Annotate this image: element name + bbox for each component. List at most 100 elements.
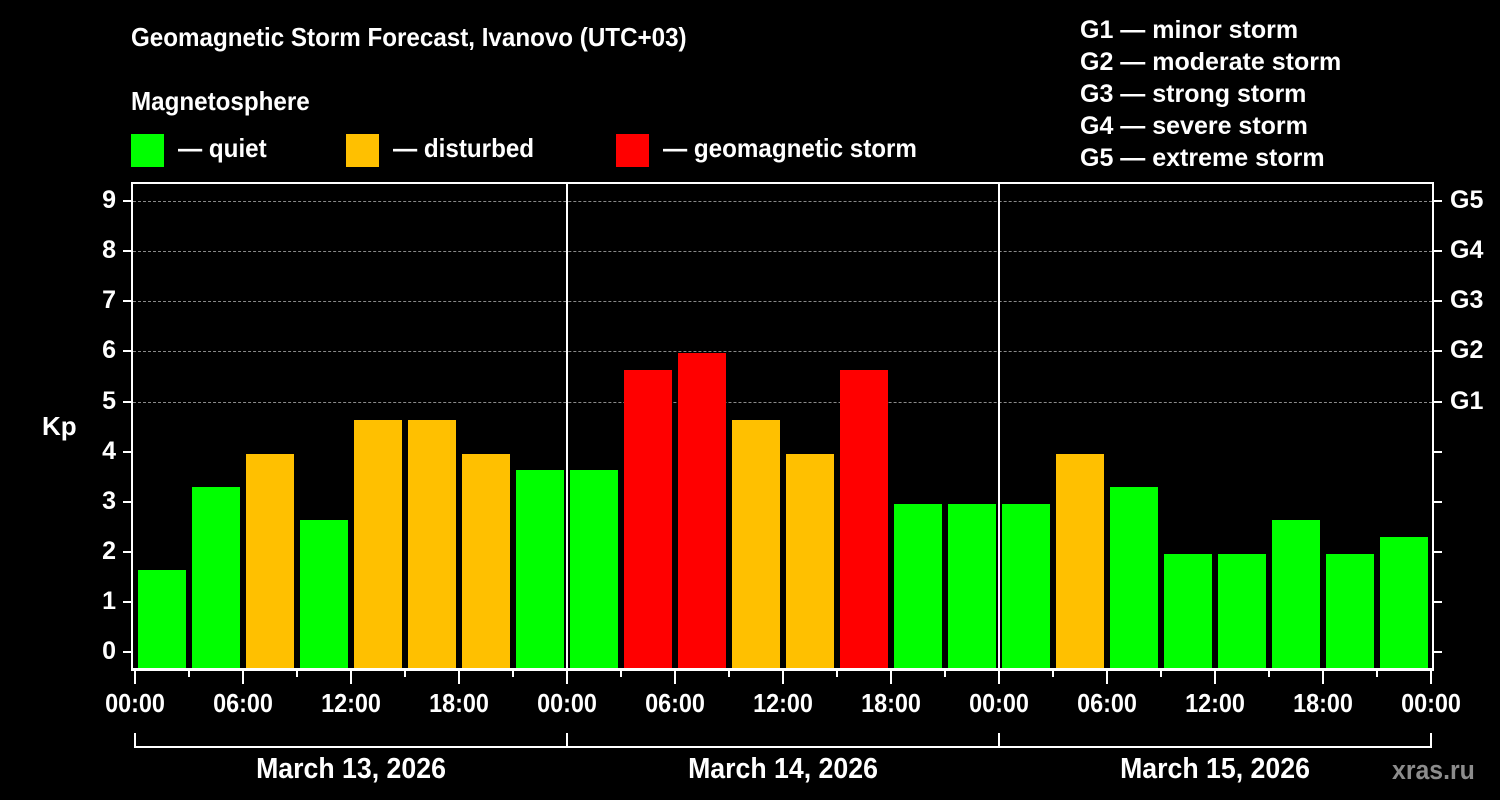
y-tick [123, 651, 131, 653]
g-legend-item: G2 — moderate storm [1080, 48, 1342, 76]
x-tick-minor [1376, 669, 1378, 677]
y-tick-label: 4 [102, 436, 116, 465]
x-tick-minor [404, 669, 406, 677]
kp-bar [192, 487, 240, 668]
y-tick [123, 450, 131, 453]
y-tick-label: 3 [102, 486, 116, 515]
plot-area [131, 182, 1434, 671]
y-tick [123, 250, 131, 253]
gridline [133, 201, 1432, 203]
y-tick-right [1434, 250, 1442, 253]
kp-bar [408, 420, 456, 668]
g-legend-item: G3 — strong storm [1080, 80, 1307, 108]
date-label: March 14, 2026 [688, 753, 878, 785]
g-tick-label: G5 [1450, 186, 1484, 215]
kp-bar [138, 570, 186, 668]
kp-bar [300, 520, 348, 668]
x-tick-major [1322, 669, 1324, 684]
gridline [133, 351, 1432, 353]
kp-bar [570, 470, 618, 668]
x-tick-label: 00:00 [1401, 688, 1461, 718]
legend-swatch-storm [616, 134, 649, 167]
x-tick-label: 06:00 [213, 688, 273, 718]
y-tick-right [1434, 200, 1442, 203]
g-tick-label: G2 [1450, 336, 1484, 365]
y-tick-right [1434, 500, 1442, 503]
chart-subtitle: Magnetosphere [131, 86, 310, 116]
y-tick [123, 550, 131, 553]
kp-bar [354, 420, 402, 668]
x-tick-minor [1268, 669, 1270, 677]
x-tick-label: 00:00 [105, 688, 165, 718]
x-tick-minor [1052, 669, 1054, 677]
kp-bar [786, 453, 834, 668]
y-tick-right [1434, 350, 1442, 353]
day-separator [566, 184, 568, 668]
x-tick-label: 18:00 [861, 688, 921, 718]
legend-label-quiet: — quiet [178, 132, 267, 163]
x-tick-minor [944, 669, 946, 677]
date-label: March 15, 2026 [1120, 753, 1310, 785]
x-tick-label: 06:00 [1077, 688, 1137, 718]
y-tick-right [1434, 300, 1442, 303]
x-tick-major [674, 669, 676, 684]
kp-bar [1218, 553, 1266, 668]
kp-bar [1380, 537, 1428, 668]
kp-bar [948, 503, 996, 668]
gridline [133, 401, 1432, 403]
x-tick-major [1106, 669, 1108, 684]
x-tick-major [242, 669, 244, 684]
kp-bar [516, 470, 564, 668]
g-tick-label: G4 [1450, 236, 1484, 265]
x-tick-major [1214, 669, 1216, 684]
x-tick-major [890, 669, 892, 684]
x-tick-label: 00:00 [969, 688, 1029, 718]
x-tick-minor [512, 669, 514, 677]
y-tick-right [1434, 651, 1442, 653]
g-legend-item: G5 — extreme storm [1080, 144, 1325, 172]
y-tick [123, 400, 131, 403]
y-tick-right [1434, 550, 1442, 553]
date-bracket [134, 733, 568, 748]
y-tick-label: 5 [102, 386, 116, 415]
x-tick-label: 12:00 [1185, 688, 1245, 718]
kp-bar [894, 503, 942, 668]
x-tick-label: 18:00 [1293, 688, 1353, 718]
x-tick-minor [296, 669, 298, 677]
x-tick-label: 18:00 [429, 688, 489, 718]
y-tick-label: 6 [102, 336, 116, 365]
y-tick [123, 200, 131, 203]
kp-bar [1272, 520, 1320, 668]
g-tick-label: G3 [1450, 286, 1484, 315]
watermark: xras.ru [1392, 755, 1475, 785]
kp-bar [1002, 503, 1050, 668]
day-separator [998, 184, 1000, 668]
y-tick [123, 300, 131, 303]
date-bracket [998, 733, 1432, 748]
x-tick-major [782, 669, 784, 684]
x-tick-minor [1160, 669, 1162, 677]
y-tick [123, 600, 131, 603]
y-tick-label: 2 [102, 536, 116, 565]
x-tick-label: 12:00 [753, 688, 813, 718]
y-tick-label: 9 [102, 186, 116, 215]
kp-bar [732, 420, 780, 668]
gridline [133, 251, 1432, 253]
x-tick-major [458, 669, 460, 684]
y-tick-right [1434, 450, 1442, 453]
y-axis-label: Kp [42, 411, 77, 441]
x-tick-label: 00:00 [537, 688, 597, 718]
legend-label-disturbed: — disturbed [393, 132, 535, 163]
g-scale-legend: G1 — minor storm G2 — moderate storm G3 … [1080, 14, 1341, 174]
chart-title: Geomagnetic Storm Forecast, Ivanovo (UTC… [131, 22, 687, 52]
legend-label-storm: — geomagnetic storm [663, 132, 917, 163]
legend-quiet: — quiet [131, 132, 273, 167]
x-tick-minor [836, 669, 838, 677]
kp-bar [1164, 553, 1212, 668]
legend-swatch-disturbed [346, 134, 379, 167]
y-tick-right [1434, 400, 1442, 403]
y-tick-label: 8 [102, 236, 116, 265]
g-legend-item: G1 — minor storm [1080, 16, 1299, 44]
kp-bar [678, 353, 726, 668]
date-label: March 13, 2026 [256, 753, 446, 785]
